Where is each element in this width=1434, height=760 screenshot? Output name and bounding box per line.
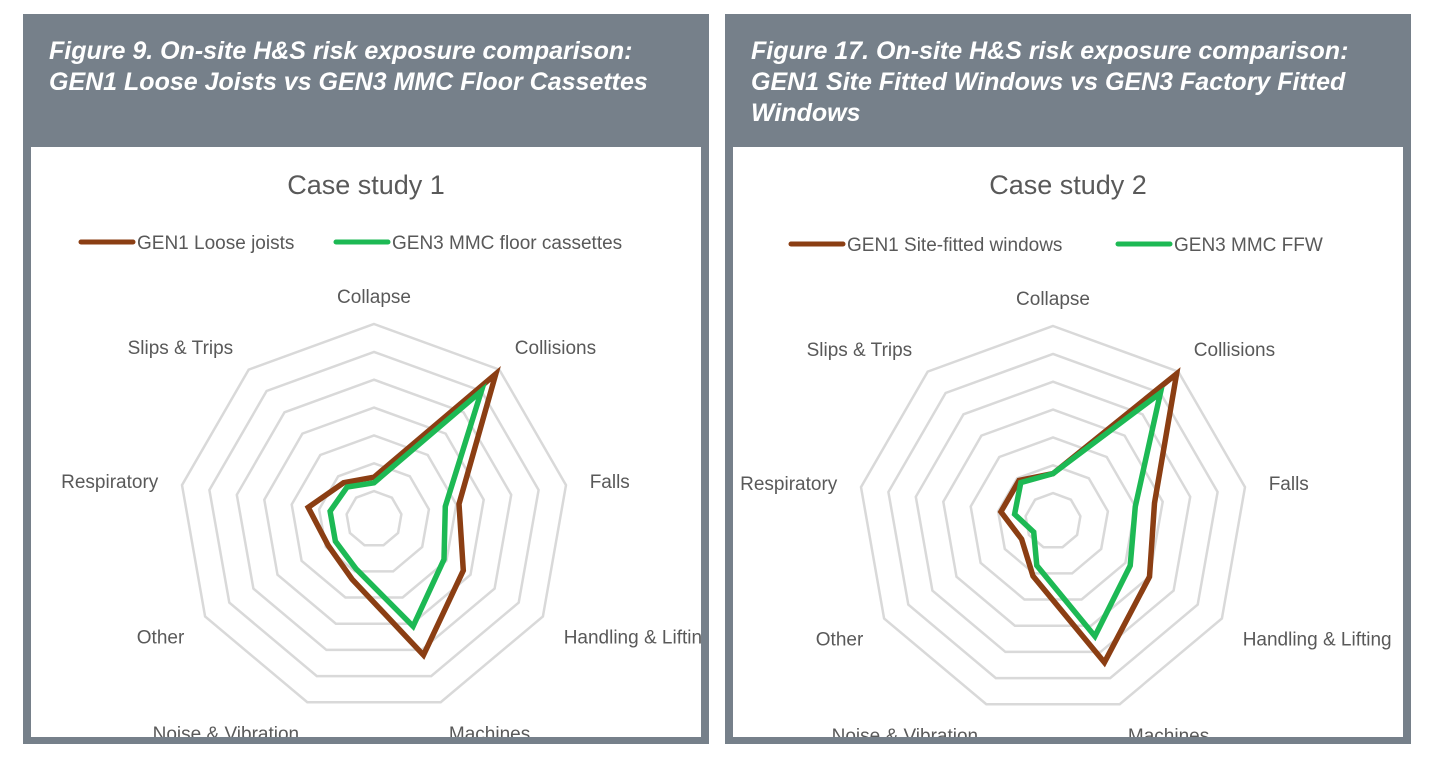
axis-label-handling-lifting: Handling & Lifting [564,628,701,649]
chart-title: Case study 2 [989,170,1147,200]
axis-label-noise-vibration: Noise & Vibration [832,726,978,737]
series-line-0 [997,367,1181,668]
grid-ring-6 [208,350,540,678]
axis-label-slips-trips: Slips & Trips [128,338,234,359]
figure-9-panel: Figure 9. On-site H&S risk exposure comp… [23,14,709,744]
axis-label-falls: Falls [1269,474,1309,495]
grid-ring-5 [235,378,513,652]
legend-label-1: GEN3 MMC FFW [1174,235,1323,256]
figure-17-panel: Figure 17. On-site H&S risk exposure com… [725,14,1411,744]
series-line-1 [327,382,487,632]
legend-label-0: GEN1 Site-fitted windows [847,235,1062,256]
radar-chart-svg: Case study 1 GEN1 Loose joists GEN3 MMC fl… [61,170,701,737]
legend-label-0: GEN1 Loose joists [137,233,294,254]
figure-caption: Figure 17. On-site H&S risk exposure com… [751,37,1349,127]
radar-chart-case-study-1: Case study 1 GEN1 Loose joists GEN3 MMC fl… [31,147,701,737]
grid-ring-3 [969,436,1137,601]
axis-label-other: Other [137,628,185,649]
grid-ring-2 [996,463,1110,575]
series-line-0 [304,365,501,660]
axis-label-machines: Machines [1128,726,1209,737]
grid-ring-4 [941,408,1165,627]
axis-label-respiratory: Respiratory [740,474,838,495]
grid-ring-3 [290,434,458,599]
axis-label-slips-trips: Slips & Trips [807,340,913,361]
grid-ring-1 [1024,491,1082,549]
axis-label-respiratory: Respiratory [61,472,159,493]
grid-ring-7 [180,322,568,704]
axis-label-machines: Machines [449,724,530,737]
chart-title: Case study 1 [287,170,445,200]
series-line-1 [1011,386,1165,642]
grid-ring-6 [887,352,1219,680]
grid-ring-1 [345,489,403,547]
axis-label-falls: Falls [590,472,630,493]
axis-label-other: Other [816,630,864,651]
axis-label-noise-vibration: Noise & Vibration [153,724,299,737]
radar-chart-case-study-2: Case study 2 GEN1 Site-fitted windows GEN3… [733,147,1403,737]
axis-label-collisions: Collisions [1194,340,1275,361]
axis-label-handling-lifting: Handling & Lifting [1243,630,1392,651]
figure-caption: Figure 9. On-site H&S risk exposure comp… [49,37,648,96]
axis-label-collisions: Collisions [515,338,596,359]
axis-label-collapse: Collapse [1016,289,1090,310]
grid-ring-4 [262,406,486,625]
grid-ring-7 [859,324,1247,706]
axis-label-collapse: Collapse [337,287,411,308]
legend-label-1: GEN3 MMC floor cassettes [392,233,622,254]
grid-ring-5 [914,380,1192,654]
radar-chart-svg: Case study 2 GEN1 Site-fitted windows GEN3… [740,170,1392,737]
